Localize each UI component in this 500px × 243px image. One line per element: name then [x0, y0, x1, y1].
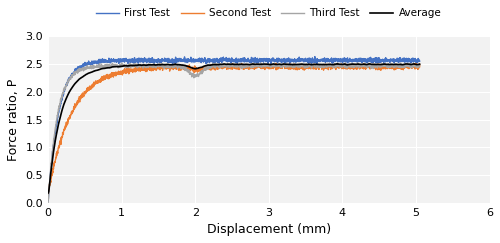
First Test — [216, 59, 222, 62]
Average — [334, 62, 340, 65]
Second Test — [216, 66, 222, 69]
Second Test — [406, 67, 412, 70]
X-axis label: Displacement (mm): Displacement (mm) — [207, 223, 331, 236]
Average — [416, 63, 422, 66]
Average — [338, 63, 344, 66]
Third Test — [216, 65, 222, 68]
First Test — [406, 59, 412, 61]
Line: Second Test: Second Test — [48, 63, 420, 195]
Second Test — [338, 66, 344, 69]
Third Test — [45, 201, 51, 204]
Average — [226, 63, 232, 66]
Second Test — [64, 123, 70, 126]
Second Test — [226, 66, 232, 69]
Third Test — [338, 65, 344, 68]
Line: First Test: First Test — [48, 57, 420, 201]
Average — [216, 63, 222, 66]
Second Test — [45, 193, 51, 196]
First Test — [416, 60, 422, 63]
Third Test — [406, 64, 412, 67]
First Test — [312, 55, 318, 58]
First Test — [64, 84, 70, 87]
First Test — [226, 59, 232, 62]
Third Test — [406, 66, 412, 69]
Second Test — [416, 65, 422, 68]
Second Test — [406, 65, 412, 68]
Third Test — [226, 65, 232, 68]
Line: Average: Average — [48, 64, 420, 193]
Second Test — [273, 62, 279, 65]
Third Test — [416, 63, 422, 66]
Average — [45, 191, 51, 194]
First Test — [45, 200, 51, 202]
Average — [406, 63, 412, 66]
Line: Third Test: Third Test — [48, 63, 420, 203]
Average — [64, 95, 70, 98]
First Test — [406, 57, 412, 60]
First Test — [338, 57, 344, 60]
Y-axis label: Force ratio, P: Force ratio, P — [7, 78, 20, 161]
Third Test — [64, 83, 70, 86]
Third Test — [342, 61, 348, 64]
Average — [406, 63, 412, 66]
Legend: First Test, Second Test, Third Test, Average: First Test, Second Test, Third Test, Ave… — [96, 9, 442, 18]
